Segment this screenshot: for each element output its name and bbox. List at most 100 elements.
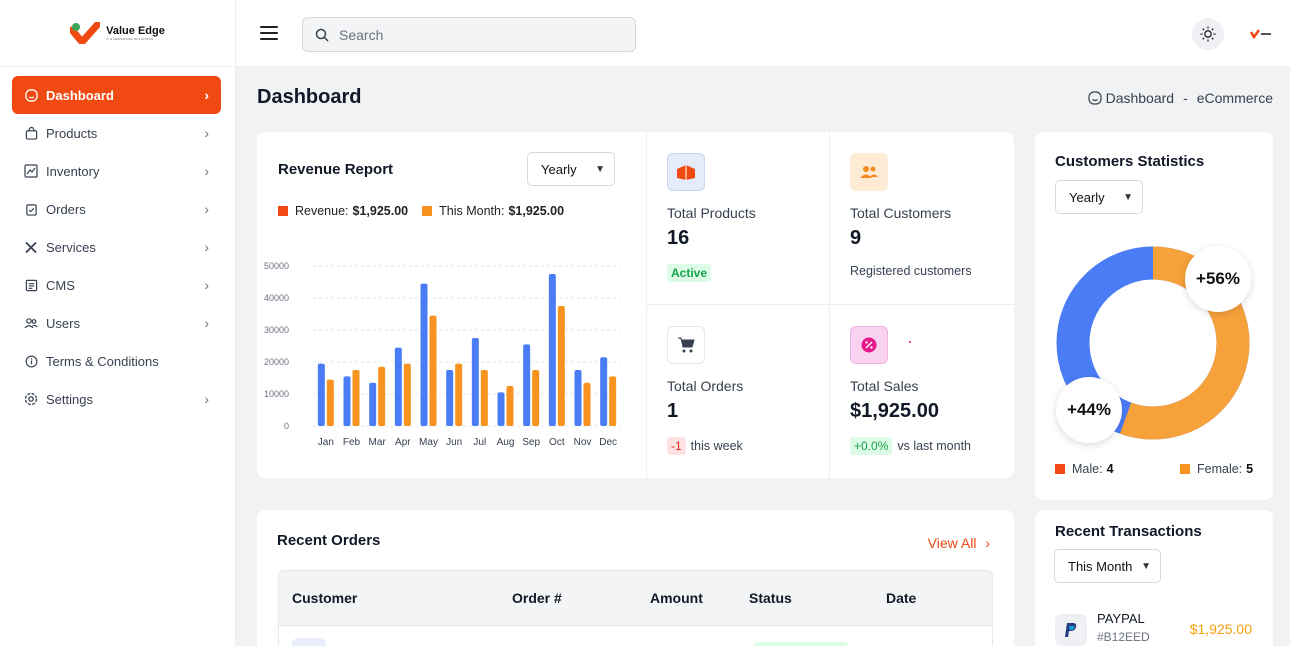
chevron-right-icon: › xyxy=(985,535,990,551)
bar-revenue-mar[interactable] xyxy=(369,382,377,426)
y-tick-label: 30000 xyxy=(264,325,289,335)
sidebar-item-terms[interactable]: Terms & Conditions xyxy=(12,342,221,380)
sidebar-nav: Dashboard › Products › Inventory › Order… xyxy=(0,67,235,418)
search-box[interactable] xyxy=(302,17,636,52)
bar-this-month-nov[interactable] xyxy=(583,382,591,426)
legend-male-label: Male: xyxy=(1072,462,1103,476)
recent-transactions-card: Recent Transactions This Month ▼ PAYPAL … xyxy=(1035,510,1273,646)
x-tick-label: May xyxy=(419,437,438,448)
legend-swatch-month xyxy=(422,206,433,216)
bar-revenue-jun[interactable] xyxy=(446,370,454,426)
sidebar-item-users[interactable]: Users › xyxy=(12,304,221,342)
chevron-down-icon: ▼ xyxy=(1123,191,1133,203)
bar-revenue-jul[interactable] xyxy=(471,338,479,426)
bar-this-month-oct[interactable] xyxy=(557,306,565,426)
view-all-link[interactable]: View All › xyxy=(928,535,990,551)
stat-sub: this week xyxy=(690,439,743,453)
revenue-title: Revenue Report xyxy=(278,161,394,178)
recent-transactions-title: Recent Transactions xyxy=(1055,523,1202,540)
male-percentage-bubble: +44% xyxy=(1056,377,1122,443)
sidebar-item-label: Dashboard xyxy=(46,87,114,103)
chevron-right-icon: › xyxy=(204,391,209,407)
bar-revenue-apr[interactable] xyxy=(394,347,402,426)
legend-male-count: 4 xyxy=(1106,462,1114,476)
avatar[interactable] xyxy=(1250,26,1272,42)
sidebar-item-orders[interactable]: Orders › xyxy=(12,190,221,228)
theme-toggle-button[interactable] xyxy=(1192,18,1224,50)
info-icon xyxy=(24,354,38,368)
bar-this-month-aug[interactable] xyxy=(506,386,514,426)
brand-tagline: IT & MARKETING SOLUTIONS xyxy=(106,37,154,41)
breadcrumb-link[interactable]: Dashboard xyxy=(1105,90,1175,106)
bar-this-month-feb[interactable] xyxy=(352,370,360,426)
column-header-date[interactable]: Date xyxy=(886,590,917,606)
stat-value: $1,925.00 xyxy=(850,400,939,422)
sidebar-item-label: Users xyxy=(46,315,80,331)
bar-revenue-feb[interactable] xyxy=(343,376,351,426)
legend-revenue-value: $1,925.00 xyxy=(352,204,409,218)
x-tick-label: Sep xyxy=(522,437,540,448)
bar-revenue-nov[interactable] xyxy=(574,370,582,426)
sidebar-item-dashboard[interactable]: Dashboard › xyxy=(12,76,221,114)
stat-label: Total Orders xyxy=(667,378,744,394)
orders-table-header: Customer Order # Amount Status Date xyxy=(278,570,993,626)
stat-sub: Registered customers xyxy=(850,264,972,278)
bar-this-month-mar[interactable] xyxy=(378,366,386,426)
bar-revenue-oct[interactable] xyxy=(548,274,556,426)
bar-this-month-sep[interactable] xyxy=(532,370,540,426)
sidebar-item-products[interactable]: Products › xyxy=(12,114,221,152)
donut-female-segment xyxy=(1056,246,1250,440)
transactions-period-value: This Month xyxy=(1068,558,1133,574)
column-header-status[interactable]: Status xyxy=(749,590,792,606)
x-tick-label: Mar xyxy=(369,437,387,448)
chevron-right-icon: › xyxy=(204,201,209,217)
bar-this-month-dec[interactable] xyxy=(609,376,617,426)
indicator-dot xyxy=(909,341,911,343)
bar-revenue-jan[interactable] xyxy=(317,363,325,426)
discount-icon xyxy=(850,326,888,364)
x-tick-label: Jun xyxy=(446,437,462,448)
bar-revenue-sep[interactable] xyxy=(523,344,531,426)
bar-this-month-apr[interactable] xyxy=(403,363,411,426)
x-tick-label: Nov xyxy=(574,437,592,448)
menu-icon[interactable] xyxy=(260,26,278,40)
sidebar-item-inventory[interactable]: Inventory › xyxy=(12,152,221,190)
search-input[interactable] xyxy=(339,26,619,43)
column-header-customer[interactable]: Customer xyxy=(292,590,358,606)
bar-this-month-may[interactable] xyxy=(429,315,437,426)
column-header-order[interactable]: Order # xyxy=(512,590,562,606)
sidebar-item-label: Settings xyxy=(46,391,93,407)
cart-icon xyxy=(667,326,705,364)
transactions-period-select[interactable]: This Month ▼ xyxy=(1054,549,1161,583)
brand-name: Value Edge xyxy=(106,25,165,37)
customers-stats-title: Customers Statistics xyxy=(1055,153,1205,170)
sun-icon xyxy=(1200,26,1216,42)
table-row[interactable] xyxy=(278,626,993,646)
x-tick-label: Jan xyxy=(318,437,334,448)
column-header-amount[interactable]: Amount xyxy=(650,590,703,606)
sidebar-item-settings[interactable]: Settings › xyxy=(12,380,221,418)
x-tick-label: Feb xyxy=(343,437,361,448)
revenue-report: Revenue Report Yearly ▼ Revenue: $1,925.… xyxy=(257,132,646,478)
chevron-right-icon: › xyxy=(204,315,209,331)
legend-month-label: This Month: xyxy=(439,204,505,218)
bar-this-month-jan[interactable] xyxy=(326,379,334,426)
bar-this-month-jun[interactable] xyxy=(455,363,463,426)
status-badge xyxy=(753,642,849,646)
bar-revenue-dec[interactable] xyxy=(600,357,608,426)
sidebar-item-cms[interactable]: CMS › xyxy=(12,266,221,304)
stat-label: Total Customers xyxy=(850,205,952,221)
logo[interactable]: Value Edge IT & MARKETING SOLUTIONS xyxy=(0,0,235,67)
stat-total-orders: Total Orders 1 -1 this week xyxy=(667,326,743,455)
revenue-period-select[interactable]: Yearly ▼ xyxy=(527,152,615,186)
bar-revenue-may[interactable] xyxy=(420,283,428,426)
bar-this-month-jul[interactable] xyxy=(480,370,488,426)
overview-card: Revenue Report Yearly ▼ Revenue: $1,925.… xyxy=(257,132,1014,478)
stat-total-products: Total Products 16 Active xyxy=(667,153,756,282)
x-tick-label: Oct xyxy=(549,437,565,448)
brand-logo-small-icon xyxy=(1250,29,1271,39)
bar-revenue-aug[interactable] xyxy=(497,392,505,426)
sidebar-item-services[interactable]: Services › xyxy=(12,228,221,266)
customers-period-select[interactable]: Yearly ▼ xyxy=(1055,180,1143,214)
customers-donut-chart xyxy=(1056,246,1250,440)
